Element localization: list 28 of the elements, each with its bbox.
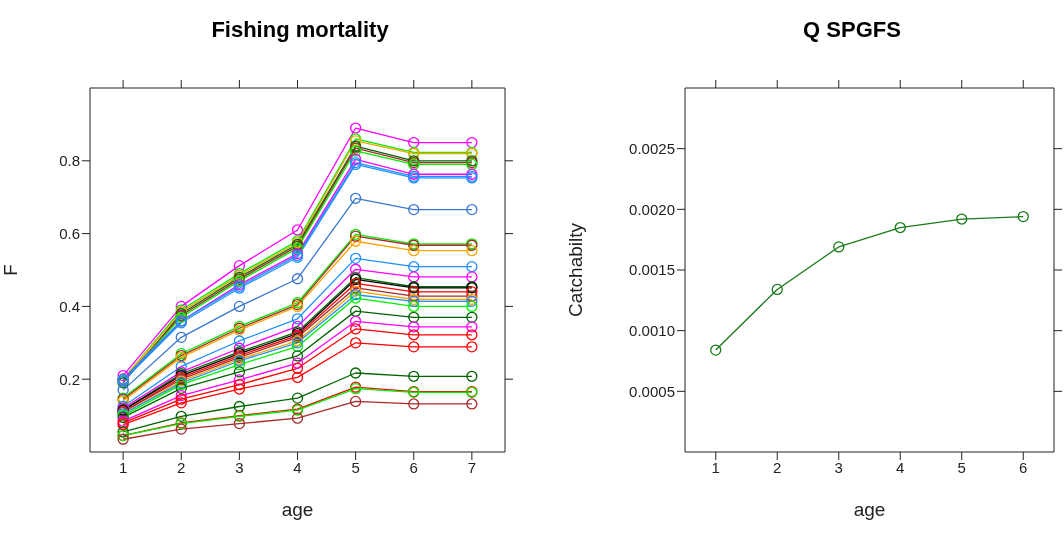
x-tick-label: 5: [351, 458, 360, 476]
y-tick-label: 0.0005: [629, 382, 675, 400]
x-axis-title: age: [853, 499, 886, 520]
x-tick-label: 3: [834, 458, 843, 476]
chart-title: Fishing mortality: [210, 16, 390, 44]
y-tick-label: 0.2: [59, 370, 80, 388]
y-tick-label: 0.4: [59, 297, 80, 315]
x-tick-label: 2: [177, 458, 186, 476]
y-tick-label: 0.0010: [629, 321, 675, 339]
x-tick-label: 4: [293, 458, 302, 476]
x-tick-label: 7: [467, 458, 477, 476]
chart-title: Q SPGFS: [802, 16, 902, 44]
x-tick-label: 1: [711, 458, 720, 476]
y-tick-label: 0.0025: [629, 139, 675, 157]
x-tick-label: 5: [957, 458, 966, 476]
y-axis-title: Catchabilty: [564, 222, 586, 317]
y-axis-title: F: [0, 264, 21, 276]
x-tick-label: 3: [235, 458, 244, 476]
x-axis-title: age: [281, 499, 314, 520]
x-tick-label: 6: [1019, 458, 1028, 476]
y-tick-label: 0.0020: [629, 200, 675, 218]
x-tick-label: 4: [896, 458, 905, 476]
x-tick-label: 1: [118, 458, 128, 476]
y-tick-label: 0.6: [59, 224, 80, 242]
x-tick-label: 6: [409, 458, 418, 476]
y-tick-label: 0.0015: [629, 261, 675, 279]
y-tick-label: 0.8: [59, 152, 80, 170]
x-tick-label: 2: [773, 458, 782, 476]
